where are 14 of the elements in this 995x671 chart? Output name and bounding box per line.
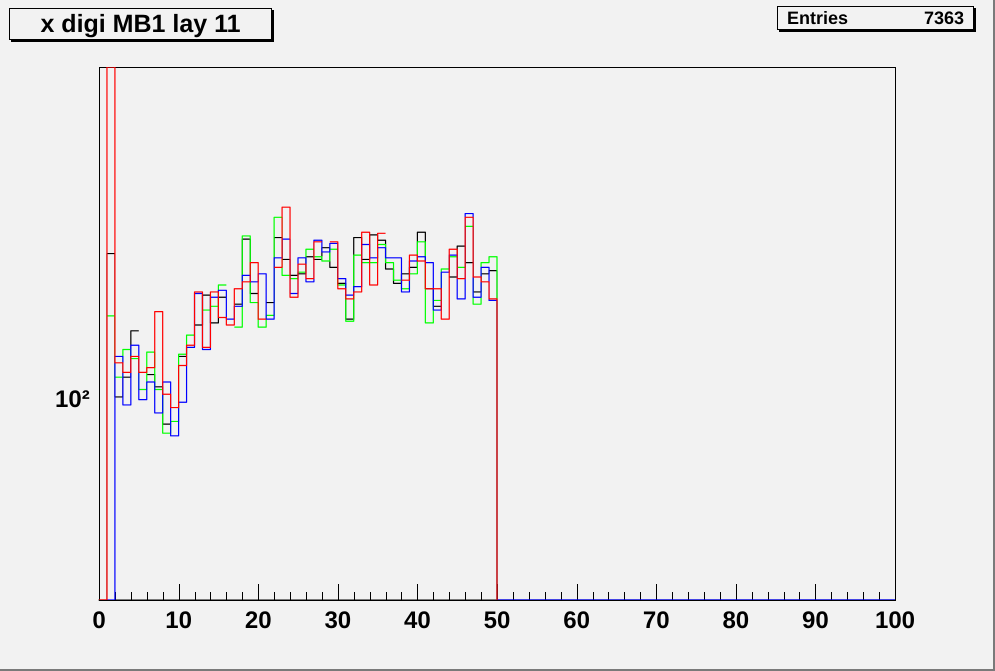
x-tick-label: 100	[874, 607, 916, 634]
x-tick-label: 30	[324, 607, 352, 634]
text: 10²	[55, 386, 90, 414]
x-tick-label: 90	[802, 607, 829, 634]
x-tick-label: 50	[484, 607, 510, 634]
x-tick-label: 80	[722, 607, 750, 634]
x-tick-label: 70	[642, 607, 670, 634]
x-tick-label: 20	[244, 607, 272, 634]
x-tick-label: 10	[165, 607, 192, 634]
x-tick-label: 40	[404, 607, 431, 634]
text: Entries 7363	[777, 6, 974, 30]
x-tick-label: 60	[563, 607, 590, 634]
chart-title: x digi MB1 lay 11	[9, 8, 272, 40]
x-tick-label: 0	[92, 607, 106, 634]
